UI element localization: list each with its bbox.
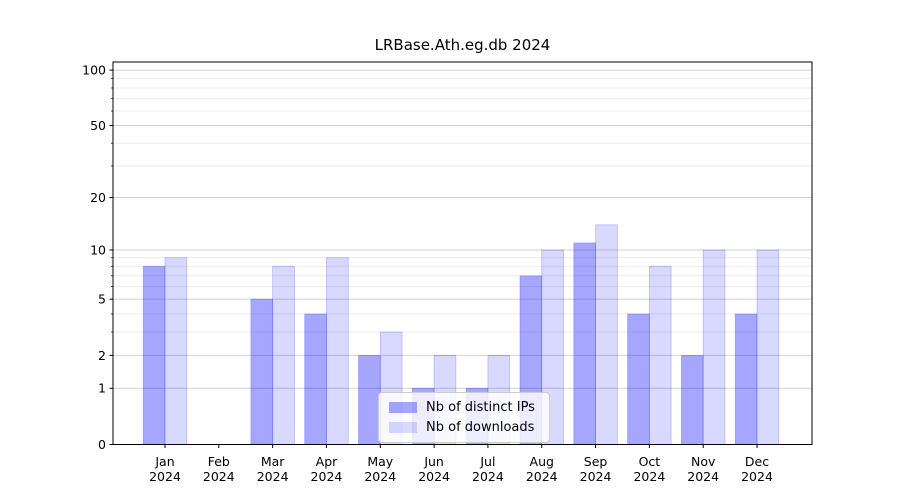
y-tick-label: 10	[90, 242, 106, 257]
legend-swatch-downloads	[389, 421, 417, 433]
x-tick-label-year: 2024	[580, 469, 612, 484]
x-tick-label-year: 2024	[472, 469, 504, 484]
bar-distinct-ips-sep	[573, 242, 596, 445]
x-tick-label-month: May	[367, 454, 393, 469]
bar-distinct-ips-mar	[250, 298, 274, 445]
x-tick-label-year: 2024	[526, 469, 558, 484]
x-tick-label-month: Nov	[691, 454, 716, 469]
x-tick-label-year: 2024	[741, 469, 773, 484]
x-tick-label-year: 2024	[257, 469, 289, 484]
bar-distinct-ips-jan	[142, 265, 166, 445]
x-tick-label-month: Mar	[261, 454, 285, 469]
y-tick-label: 1	[98, 381, 106, 396]
y-tick-label: 5	[98, 292, 106, 307]
x-tick-label-month: Jan	[154, 454, 174, 469]
bar-distinct-ips-nov	[681, 354, 704, 445]
bar-distinct-ips-may	[358, 354, 381, 445]
x-tick-label-month: Oct	[639, 454, 661, 469]
x-tick-label-year: 2024	[687, 469, 719, 484]
x-tick-label-year: 2024	[418, 469, 450, 484]
legend-item-downloads: Nb of downloads	[389, 419, 539, 435]
bar-downloads-jan	[164, 257, 188, 445]
bar-downloads-sep	[595, 224, 618, 445]
bar-distinct-ips-dec	[734, 313, 758, 445]
y-tick-label: 0	[98, 437, 106, 452]
bar-distinct-ips-oct	[627, 313, 650, 445]
legend-label-downloads: Nb of downloads	[426, 419, 535, 435]
x-tick-label-month: Jul	[479, 454, 495, 469]
bar-downloads-nov	[702, 249, 726, 445]
x-tick-label-year: 2024	[311, 469, 343, 484]
x-tick-label-month: Dec	[745, 454, 769, 469]
x-tick-label-month: Apr	[316, 454, 338, 469]
x-tick-label-year: 2024	[149, 469, 181, 484]
bar-distinct-ips-apr	[304, 313, 327, 445]
bar-downloads-mar	[272, 265, 295, 445]
y-tick-label: 50	[90, 118, 106, 133]
chart-title: LRBase.Ath.eg.db 2024	[374, 36, 551, 54]
x-tick-label-month: Feb	[208, 454, 230, 469]
x-tick-label-year: 2024	[364, 469, 396, 484]
x-tick-label-month: Aug	[530, 454, 554, 469]
legend-label-distinct-ips: Nb of distinct IPs	[426, 399, 535, 415]
legend: Nb of distinct IPs Nb of downloads	[378, 392, 550, 443]
bar-downloads-oct	[648, 265, 672, 445]
x-tick-label-year: 2024	[633, 469, 665, 484]
y-tick-label: 20	[90, 190, 106, 205]
y-tick-label: 2	[98, 348, 106, 363]
x-tick-label-month: Sep	[584, 454, 608, 469]
legend-item-distinct-ips: Nb of distinct IPs	[389, 399, 539, 415]
plot-border	[112, 61, 813, 445]
y-tick-label: 100	[82, 62, 106, 77]
x-tick-label-year: 2024	[203, 469, 235, 484]
x-tick-label-month: Jun	[423, 454, 444, 469]
bar-downloads-dec	[756, 249, 780, 445]
bar-downloads-apr	[326, 257, 349, 445]
legend-swatch-distinct-ips	[389, 401, 417, 413]
